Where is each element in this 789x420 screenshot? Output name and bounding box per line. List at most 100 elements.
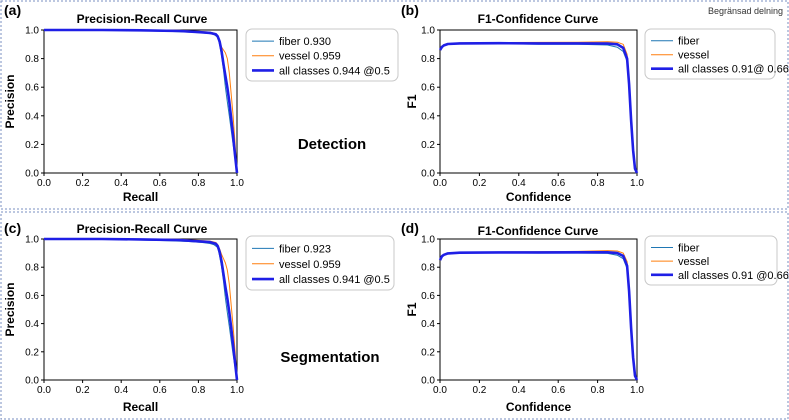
y-axis-label: Precision: [3, 74, 17, 128]
x-axis-label: Recall: [123, 400, 158, 414]
series-line-2: [438, 41, 639, 174]
series-line-2: [44, 237, 239, 381]
y-tick-label: 1.0: [25, 235, 39, 246]
legend-label-0: fiber 0.930: [279, 36, 331, 48]
x-tick-label: 0.8: [191, 385, 205, 396]
y-tick-label: 0.4: [25, 111, 39, 122]
y-tick-label: 0.8: [421, 263, 435, 274]
legend-box: [644, 235, 778, 286]
chart-panels: (a) Precision-Recall Curve 0.0 0.2 0.4 0.6 0.8…: [3, 2, 789, 414]
row-label-segmentation: Segmentation: [280, 349, 379, 366]
y-axis-label: F1: [405, 302, 419, 316]
panel-label: (c): [4, 220, 21, 236]
row-frame-detection: [0, 0, 789, 210]
chart-panel-3: (d) F1-Confidence Curve 0.0 0.2 0.4 0.6 0.8 1.0…: [401, 220, 789, 414]
x-tick-label: 0.2: [472, 385, 486, 396]
x-tick-label: 0.8: [591, 385, 605, 396]
legend-label-0: fiber 0.923: [279, 243, 331, 255]
y-tick-label: 0.8: [421, 54, 435, 65]
legend-box: [644, 28, 776, 80]
y-axis-label: F1: [405, 94, 419, 108]
x-tick-label: 0.6: [551, 385, 565, 396]
series-line-0: [439, 43, 638, 174]
x-tick-label: 0.4: [512, 178, 526, 189]
row-frame-segmentation: [0, 211, 789, 420]
x-tick-label: 0.8: [191, 178, 205, 189]
x-tick-label: 0.2: [76, 178, 90, 189]
legend-label-0: fiber: [678, 36, 700, 48]
plot-area-frame: [439, 238, 638, 381]
panel-label: (a): [4, 2, 21, 18]
series-line-2: [438, 251, 639, 381]
y-tick-label: 0.0: [421, 169, 435, 180]
chart-title: Precision-Recall Curve: [77, 222, 208, 236]
y-axis-label: Precision: [3, 282, 17, 336]
x-tick-label: 1.0: [230, 385, 244, 396]
x-tick-label: 0.0: [37, 385, 51, 396]
series-line-0: [43, 238, 238, 381]
x-tick-label: 0.6: [551, 178, 565, 189]
x-tick-label: 0.0: [37, 178, 51, 189]
series-line-1: [439, 41, 638, 174]
x-tick-label: 0.4: [114, 178, 128, 189]
series-line-0: [43, 29, 238, 174]
y-tick-label: 0.6: [421, 291, 435, 302]
chart-panel-2: (c) Precision-Recall Curve 0.0 0.2 0.4 0.6 0.8…: [3, 220, 395, 414]
x-tick-label: 0.4: [114, 385, 128, 396]
legend-label-2: all classes 0.941 @0.5: [279, 274, 390, 286]
chart-title: Precision-Recall Curve: [77, 12, 208, 26]
legend-label-1: vessel 0.959: [279, 259, 341, 271]
y-tick-label: 0.2: [421, 140, 435, 151]
x-tick-label: 0.6: [153, 178, 167, 189]
chart-title: F1-Confidence Curve: [478, 224, 599, 238]
y-tick-label: 0.8: [25, 54, 39, 65]
legend-box: [245, 235, 395, 291]
x-tick-label: 0.8: [591, 178, 605, 189]
y-tick-label: 1.0: [421, 235, 435, 246]
series-line-1: [439, 250, 638, 381]
legend-label-2: all classes 0.91 @0.66: [678, 270, 789, 282]
y-tick-label: 1.0: [25, 26, 39, 37]
x-tick-label: 1.0: [230, 178, 244, 189]
x-axis-label: Confidence: [506, 190, 572, 204]
watermark-text: Begränsad delning: [708, 6, 783, 16]
y-tick-label: 0.6: [25, 83, 39, 94]
series-line-1: [44, 29, 238, 174]
legend-label-2: all classes 0.91@ 0.66: [678, 64, 789, 76]
x-tick-label: 0.4: [512, 385, 526, 396]
y-tick-label: 0.8: [25, 263, 39, 274]
y-tick-label: 0.4: [421, 111, 435, 122]
x-tick-label: 0.2: [472, 178, 486, 189]
series-line-1: [44, 238, 238, 381]
y-tick-label: 0.0: [421, 376, 435, 387]
x-axis-label: Confidence: [506, 400, 572, 414]
panel-label: (d): [401, 220, 419, 236]
y-tick-label: 0.4: [25, 319, 39, 330]
y-tick-label: 0.6: [25, 291, 39, 302]
x-tick-label: 1.0: [630, 385, 644, 396]
series-line-0: [439, 252, 638, 381]
y-tick-label: 0.4: [421, 319, 435, 330]
y-tick-label: 0.2: [421, 347, 435, 358]
row-label-detection: Detection: [298, 136, 366, 153]
y-tick-label: 0.2: [25, 140, 39, 151]
x-axis-label: Recall: [123, 190, 158, 204]
y-tick-label: 0.6: [421, 83, 435, 94]
legend-label-0: fiber: [678, 243, 700, 255]
plot-area-frame: [43, 29, 238, 174]
legend-box: [245, 28, 399, 82]
legend-label-1: vessel: [678, 50, 709, 62]
x-tick-label: 0.0: [433, 385, 447, 396]
x-tick-label: 1.0: [630, 178, 644, 189]
chart-panel-1: (b) F1-Confidence Curve 0.0 0.2 0.4 0.6 0.8 1.0…: [401, 2, 789, 204]
chart-title: F1-Confidence Curve: [478, 12, 599, 26]
plot-area-frame: [43, 238, 238, 381]
legend-label-1: vessel: [678, 256, 709, 268]
x-tick-label: 0.2: [76, 385, 90, 396]
series-line-2: [44, 28, 239, 174]
y-tick-label: 1.0: [421, 26, 435, 37]
plot-area-frame: [439, 29, 638, 174]
y-tick-label: 0.0: [25, 169, 39, 180]
legend-label-2: all classes 0.944 @0.5: [279, 65, 390, 77]
